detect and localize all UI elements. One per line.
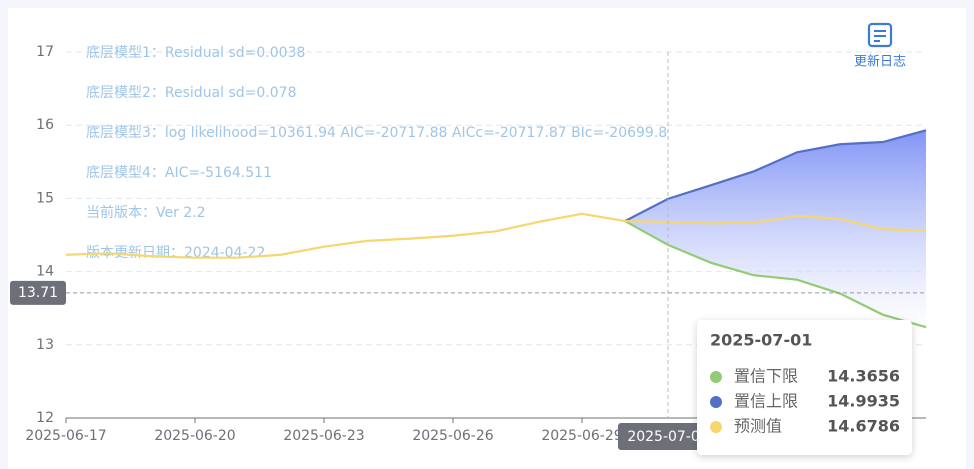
tooltip-bg: [697, 320, 912, 455]
y-tick-label: 17: [36, 44, 54, 60]
y-tick-label: 13: [36, 337, 54, 353]
tooltip-value: 14.9935: [827, 392, 900, 411]
tooltip-title: 2025-07-01: [710, 331, 812, 350]
x-tick-label: 2025-06-17: [25, 428, 106, 444]
tooltip-marker: [710, 421, 722, 433]
annotation: 底层模型1：Residual sd=0.0038: [86, 45, 305, 61]
y-tick-label: 14: [36, 264, 54, 280]
x-tick-label: 2025-06-26: [412, 428, 493, 444]
tooltip-marker: [710, 396, 722, 408]
series-line: [624, 220, 927, 329]
tooltip-marker: [710, 371, 722, 383]
tooltip: 2025-07-01 置信下限 14.3656 置信上限 14.9935 预测值 14.67…: [697, 320, 912, 455]
series-line: [624, 129, 927, 223]
x-tick-label: 2025-06-23: [283, 428, 364, 444]
pointer-label-bg: [10, 280, 66, 305]
tooltip-value: 14.3656: [827, 367, 900, 386]
tooltip-series-name: 置信上限: [734, 392, 798, 411]
annotation: 底层模型3：log likelihood=10361.94 AIC=-20717…: [86, 125, 667, 141]
tooltip-series-name: 置信下限: [734, 367, 798, 386]
y-tick-label: 15: [36, 190, 54, 206]
y-tick-label: 12: [36, 410, 54, 426]
pointer-x-label: 2025-07-01: [627, 429, 708, 445]
update-log-button[interactable]: 更新日志: [854, 22, 906, 70]
update-log-label[interactable]: 更新日志: [854, 54, 906, 70]
x-tick-label: 2025-06-20: [154, 428, 235, 444]
pointer-y-label: 13.71: [18, 285, 58, 301]
tooltip-series-name: 预测值: [734, 417, 782, 436]
annotation: 底层模型4：AIC=-5164.511: [86, 165, 272, 181]
y-tick-label: 16: [36, 117, 54, 133]
series-line: [65, 212, 927, 259]
x-tick-label: 2025-06-29: [541, 428, 622, 444]
annotation: 底层模型2：Residual sd=0.078: [86, 85, 296, 101]
confidence-band: [625, 130, 926, 328]
pointer-label-bg: [618, 423, 718, 450]
tooltip-value: 14.6786: [827, 417, 900, 436]
annotation: 当前版本：Ver 2.2: [86, 204, 206, 221]
